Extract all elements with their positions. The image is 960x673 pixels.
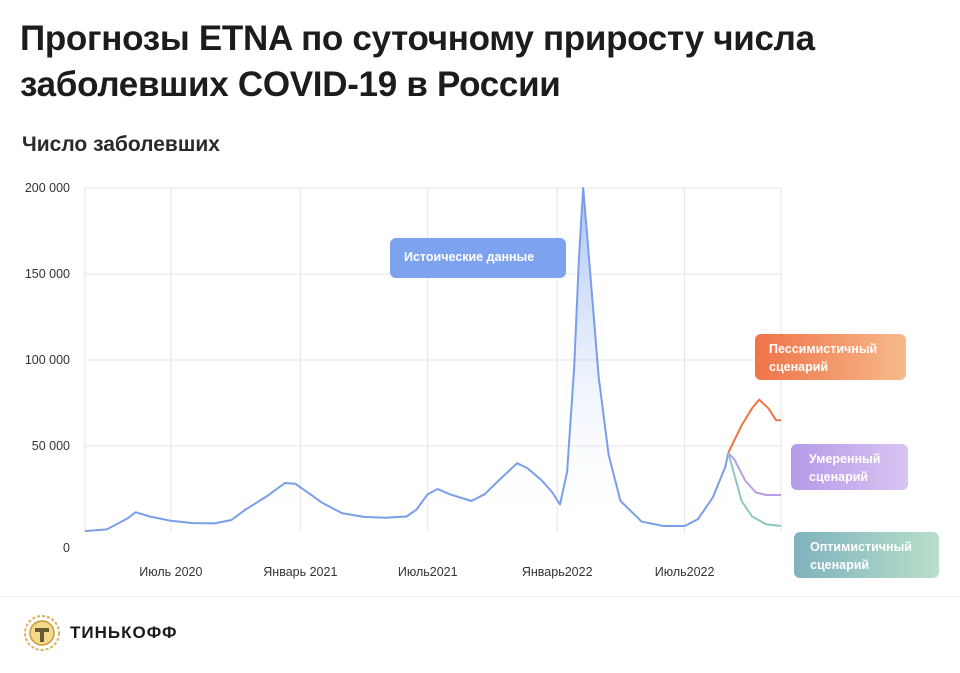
y-tick-label: 150 000 <box>25 267 70 281</box>
moderate-label-line2: сценарий <box>809 470 869 484</box>
historical-label-text: Истоические данные <box>404 250 535 264</box>
x-axis-ticks: Июль 2020 Январь 2021 Июль2021 Январь2022 Ию… <box>139 565 714 579</box>
page-title: Прогнозы ETNA по суточному приросту числ… <box>20 19 815 104</box>
pessimistic-series-line <box>727 398 781 454</box>
moderate-series-line <box>727 452 781 496</box>
optimistic-scenario-label: Оптимистичный сценарий <box>794 532 939 578</box>
pessimistic-label-line1: Пессимистичный <box>769 342 878 356</box>
x-tick-label: Июль 2020 <box>139 565 202 579</box>
y-tick-label: 50 000 <box>32 439 70 453</box>
x-tick-label: Июль2022 <box>655 565 715 579</box>
pessimistic-scenario-label: Пессимистичный сценарий <box>755 334 906 380</box>
y-tick-label: 200 000 <box>25 181 70 195</box>
optimistic-series-line <box>727 452 782 527</box>
moderate-label-line1: Умеренный <box>809 452 881 466</box>
x-tick-label: Январь 2021 <box>263 565 337 579</box>
pessimistic-label-line2: сценарий <box>769 360 829 374</box>
brand-name: ТИНЬКОФФ <box>70 623 178 642</box>
optimistic-label-line2: сценарий <box>810 558 870 572</box>
footer-divider <box>0 596 960 597</box>
covid-forecast-chart: 0 50 000 100 000 150 000 200 000 Июль 2020 Ян… <box>25 181 782 579</box>
series-lines <box>84 187 782 533</box>
y-tick-label: 0 <box>63 541 70 555</box>
tinkoff-logo-icon <box>24 615 60 651</box>
optimistic-label-line1: Оптимистичный <box>810 540 912 554</box>
x-tick-label: Июль2021 <box>398 565 458 579</box>
moderate-scenario-label: Умеренный сценарий <box>791 444 908 490</box>
historical-data-label: Истоические данные <box>390 238 566 278</box>
y-axis-ticks: 0 50 000 100 000 150 000 200 000 <box>25 181 70 555</box>
historical-series-line <box>84 187 730 533</box>
y-axis-title: Число заболевших <box>22 133 220 156</box>
grid-lines <box>84 187 782 532</box>
x-tick-label: Январь2022 <box>522 565 593 579</box>
y-tick-label: 100 000 <box>25 353 70 367</box>
